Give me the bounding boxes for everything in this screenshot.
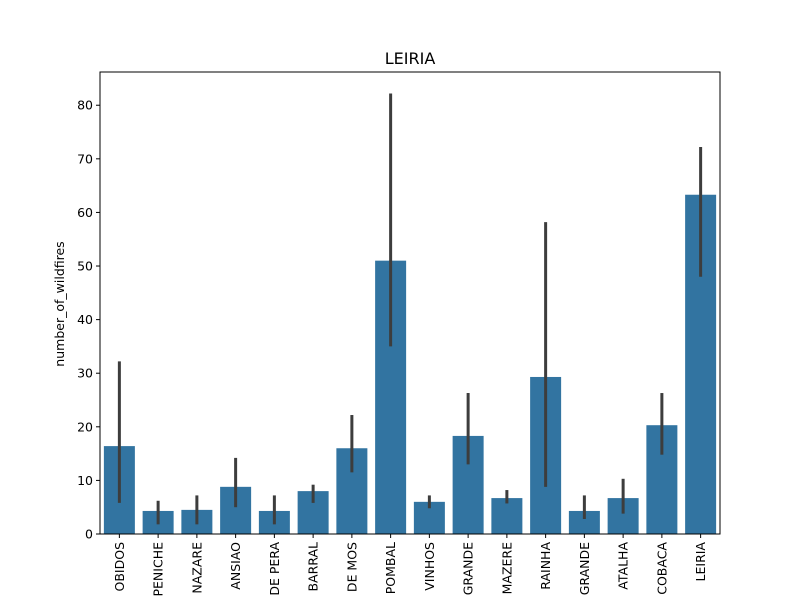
x-tick-label: ATALHA — [616, 542, 631, 590]
y-tick-label: 0 — [85, 527, 93, 542]
y-tick-label: 50 — [77, 259, 93, 274]
x-tick-label: COBACA — [654, 542, 669, 595]
x-tick-label: VINHOS — [422, 542, 437, 591]
x-tick-label: DE PERA — [267, 542, 282, 596]
x-tick-label: BARRAL — [306, 542, 321, 592]
x-tick-label: OBIDOS — [112, 542, 127, 592]
y-tick-label: 40 — [77, 312, 93, 327]
y-tick-label: 10 — [77, 473, 93, 488]
x-tick-label: MAZERE — [499, 542, 514, 594]
x-tick-label: ANSIAO — [228, 542, 243, 590]
y-tick-label: 60 — [77, 205, 93, 220]
plot-frame — [99, 71, 721, 535]
y-axis-label: number_of_wildfires — [52, 241, 67, 366]
x-axis-tick-labels: OBIDOS PENICHE NAZARE ANSIAO DE PERA BARRAL DE… — [112, 534, 708, 597]
x-tick-label: NAZARE — [189, 542, 204, 594]
x-tick-label: RAINHA — [538, 542, 553, 590]
y-tick-label: 80 — [77, 98, 93, 113]
error-bars — [117, 93, 703, 525]
chart-title: LEIRIA — [385, 49, 436, 68]
y-axis-ticks: 0 10 20 30 40 50 60 70 80 — [77, 98, 100, 542]
x-tick-label: DE MOS — [344, 542, 359, 592]
x-tick-label: GRANDE — [577, 542, 592, 595]
bar — [491, 498, 523, 534]
bar — [568, 510, 600, 534]
y-tick-label: 30 — [77, 366, 93, 381]
y-tick-label: 70 — [77, 151, 93, 166]
x-tick-label: GRANDE — [461, 542, 476, 595]
y-tick-label: 20 — [77, 419, 93, 434]
x-tick-label: PENICHE — [151, 542, 166, 597]
x-tick-label: LEIRIA — [693, 542, 708, 582]
x-tick-label: POMBAL — [383, 542, 398, 594]
